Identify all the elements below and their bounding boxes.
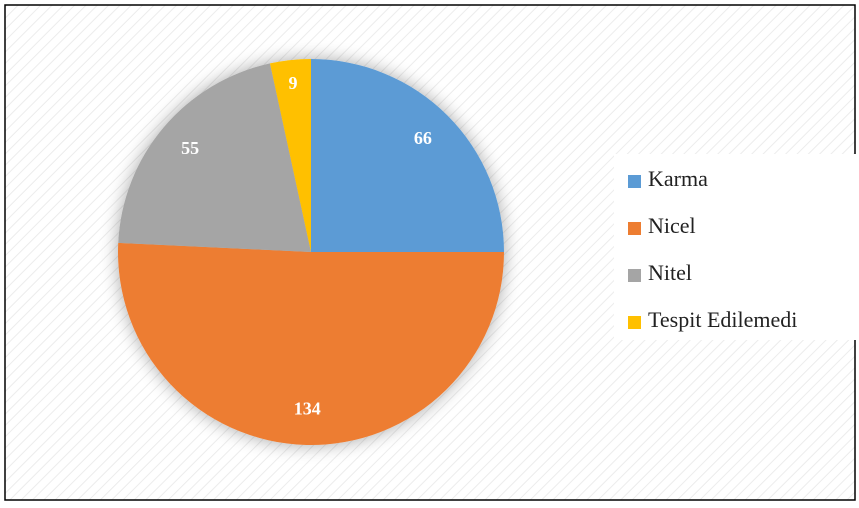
legend-box bbox=[614, 154, 856, 340]
legend-swatch bbox=[628, 175, 641, 188]
legend-label: Karma bbox=[648, 166, 708, 191]
pie bbox=[117, 59, 504, 446]
legend-label: Tespit Edilemedi bbox=[648, 307, 797, 332]
pie-slice bbox=[117, 242, 504, 446]
pie-slice bbox=[118, 63, 312, 252]
legend-swatch bbox=[628, 222, 641, 235]
pie-slice bbox=[311, 59, 504, 252]
pie-slice bbox=[269, 59, 311, 252]
data-label: 9 bbox=[289, 73, 298, 93]
data-label: 55 bbox=[181, 138, 199, 158]
legend-label: Nitel bbox=[648, 260, 692, 285]
legend-swatch bbox=[628, 269, 641, 282]
data-label: 134 bbox=[294, 398, 321, 418]
legend-swatch bbox=[628, 316, 641, 329]
legend-label: Nicel bbox=[648, 213, 696, 238]
data-label: 66 bbox=[414, 128, 432, 148]
